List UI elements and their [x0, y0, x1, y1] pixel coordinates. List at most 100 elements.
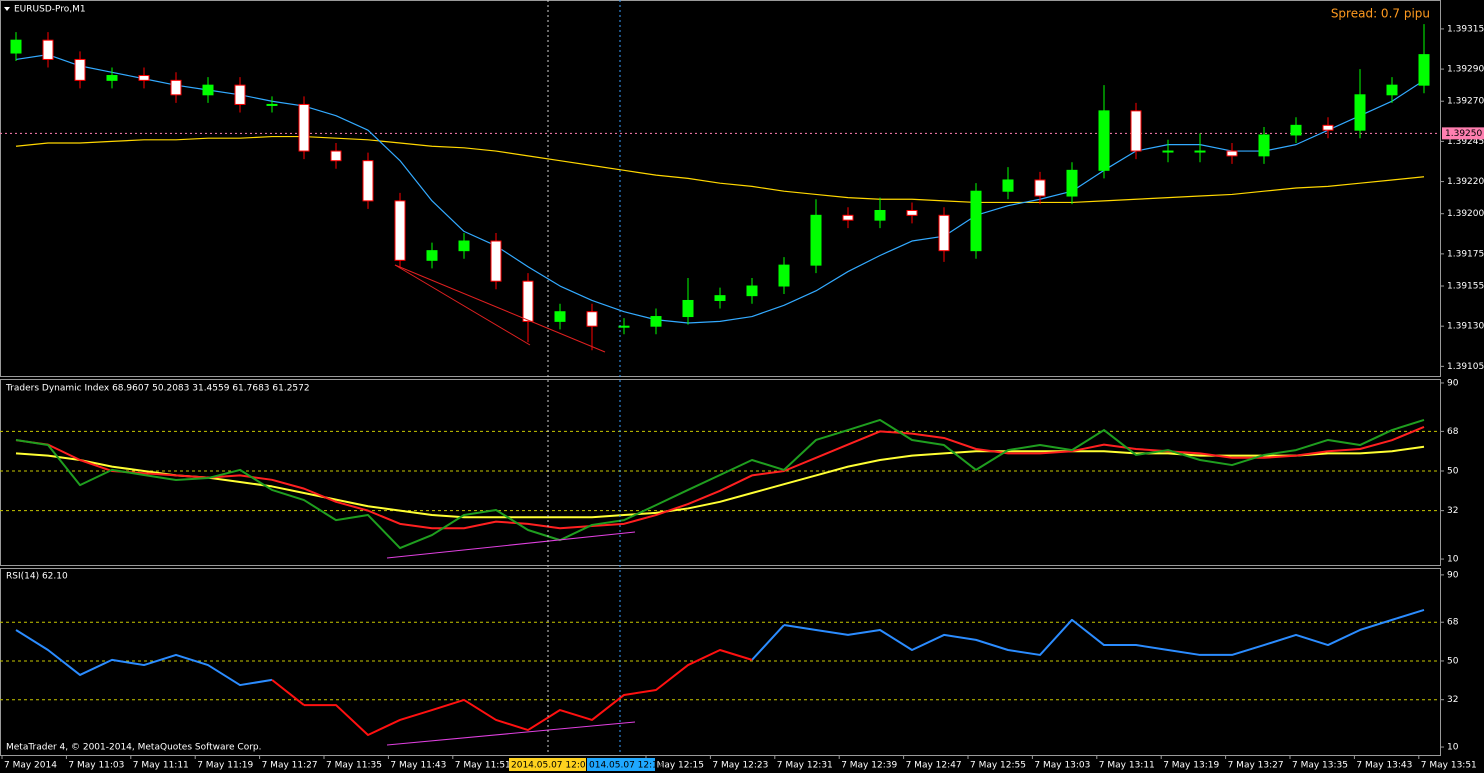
x-tick-label: 7 May 12:23 — [712, 761, 768, 771]
candle-body — [1162, 150, 1174, 153]
x-tick-label: 7 May 13:19 — [1163, 761, 1219, 771]
y-tick-label: 10 — [1447, 555, 1459, 565]
cursor-box — [587, 758, 655, 771]
candle-body — [1226, 150, 1238, 157]
candle-body — [202, 84, 214, 96]
y-tick-label: 1.39155 — [1447, 282, 1484, 292]
price-frame — [0, 0, 1441, 377]
divergence-line — [386, 721, 636, 746]
x-tick-label: 7 May 11:27 — [262, 761, 318, 771]
x-tick-label: 7 May 12:31 — [777, 761, 833, 771]
candle-body — [586, 311, 598, 327]
candle-body — [394, 200, 406, 261]
candle-body — [810, 214, 822, 266]
x-tick-label: 7 May 11:11 — [133, 761, 189, 771]
series-line — [15, 609, 1425, 687]
tdi-frame — [0, 379, 1441, 566]
x-tick-label: 7 May 11:35 — [326, 761, 382, 771]
candle-body — [362, 160, 374, 202]
x-tick-label: 7 May 13:51 — [1421, 761, 1477, 771]
candle-body — [490, 240, 502, 282]
candle-body — [1322, 124, 1334, 131]
line-joint — [271, 679, 305, 706]
candle-body — [10, 39, 22, 54]
x-tick-label: 7 May 12:55 — [970, 761, 1026, 771]
candle-body — [842, 214, 854, 221]
candle-body — [1194, 150, 1206, 153]
x-tick-label: 7 May 12:15 — [648, 761, 704, 771]
candle-body — [74, 58, 86, 81]
candle-body — [906, 209, 918, 216]
cursor-label: 014.05.07 12:12 — [589, 761, 664, 771]
chart-title: EURUSD-Pro,M1 — [14, 5, 86, 15]
x-tick-label: 7 May 13:35 — [1292, 761, 1348, 771]
divergence-line — [386, 531, 636, 559]
series-line — [15, 135, 1425, 204]
candle-body — [874, 209, 886, 221]
divergence-line — [394, 264, 606, 353]
candle-body — [1034, 179, 1046, 197]
cursor-box — [509, 758, 586, 771]
line-joint — [751, 624, 785, 661]
x-tick-label: 7 May 13:27 — [1228, 761, 1284, 771]
x-tick-label: 7 May 2014 — [4, 761, 57, 771]
x-tick-label: 7 May 13:11 — [1099, 761, 1155, 771]
annotations — [386, 0, 636, 755]
rsi-frame — [0, 568, 1441, 756]
candle-body — [106, 75, 118, 81]
y-tick-label: 90 — [1447, 378, 1459, 388]
y-tick-label: 1.39270 — [1447, 97, 1484, 107]
candle-body — [330, 150, 342, 162]
candle-body — [1354, 94, 1366, 131]
x-tick-label: 7 May 11:43 — [390, 761, 446, 771]
candle-body — [1290, 124, 1302, 136]
x-tick-label: 7 May 11:03 — [68, 761, 124, 771]
y-tick-label: 1.39245 — [1447, 137, 1484, 147]
y-tick-label: 32 — [1447, 506, 1458, 516]
x-tick-label: 7 May 12:39 — [841, 761, 897, 771]
candle-body — [746, 285, 758, 297]
menu-arrow[interactable] — [4, 7, 10, 11]
y-tick-label: 1.39220 — [1447, 177, 1484, 187]
candle-body — [938, 214, 950, 252]
candle-body — [1418, 54, 1430, 86]
candle-body — [266, 103, 278, 106]
candle-body — [522, 280, 534, 322]
y-tick-label: 68 — [1447, 618, 1459, 628]
plot-layer: 1.39105 1.39130 1.39155 1.39175 1.39200 1.392… — [0, 24, 1484, 771]
candle-body — [138, 75, 150, 81]
y-tick-label: 50 — [1447, 467, 1459, 477]
candle-body — [170, 79, 182, 96]
candle-body — [1002, 179, 1014, 192]
price-tag — [1442, 127, 1484, 140]
x-tick-label: 7 May 11:51 — [455, 761, 511, 771]
x-tick-label: 7 May 13:03 — [1034, 761, 1090, 771]
x-tick-label: 7 May 11:19 — [197, 761, 253, 771]
candle-body — [618, 325, 630, 328]
series-line — [15, 54, 1425, 324]
series-line — [15, 418, 1425, 550]
frames — [0, 0, 1441, 756]
spread: Spread: 0.7 pipu — [1331, 7, 1430, 21]
candle-body — [1386, 84, 1398, 96]
candle-body — [1098, 110, 1110, 171]
candle-body — [426, 250, 438, 261]
y-tick-label: 90 — [1447, 570, 1459, 580]
candle-body — [1130, 110, 1142, 152]
y-tick-label: 1.39200 — [1447, 209, 1484, 219]
indicator-title: RSI(14) 62.10 — [6, 572, 68, 582]
y-tick-label: 1.39315 — [1447, 24, 1484, 34]
x-tick-label: 7 May 12:47 — [906, 761, 962, 771]
candle-body — [1066, 169, 1078, 197]
y-tick-label: 50 — [1447, 656, 1459, 666]
candle-body — [970, 190, 982, 252]
copyright: MetaTrader 4, © 2001-2014, MetaQuotes So… — [6, 743, 262, 753]
candle-body — [458, 240, 470, 252]
indicator-title: Traders Dynamic Index 68.9607 50.2083 31… — [5, 384, 310, 394]
y-tick-label: 10 — [1447, 743, 1459, 753]
divergence-line — [394, 264, 531, 346]
candle-body — [650, 316, 662, 327]
y-tick-label: 1.39130 — [1447, 322, 1484, 332]
